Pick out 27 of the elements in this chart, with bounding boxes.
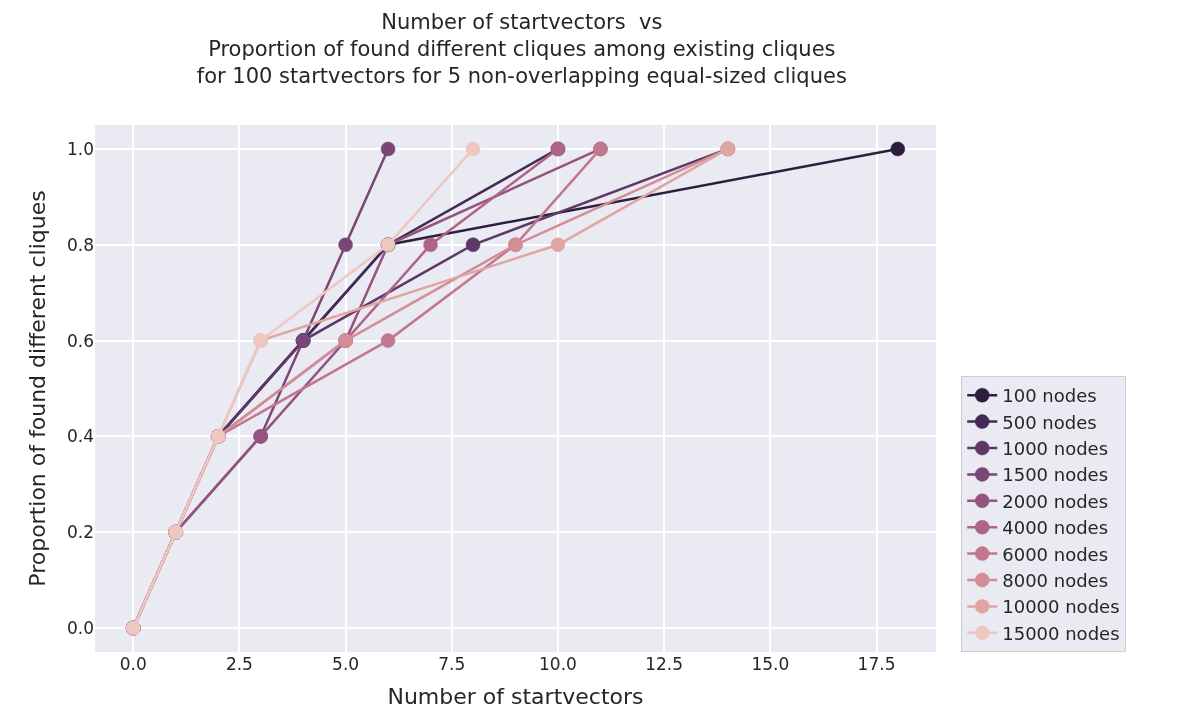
legend-label: 8000 nodes xyxy=(1002,570,1109,592)
x-tick-label: 10.0 xyxy=(539,654,577,674)
x-axis-title: Number of startvectors xyxy=(387,683,644,709)
x-tick-label: 2.5 xyxy=(225,654,253,674)
x-tick-label: 5.0 xyxy=(332,654,360,674)
legend-label: 1000 nodes xyxy=(1002,438,1109,460)
x-tick-label: 17.5 xyxy=(857,654,896,674)
legend-label: 100 nodes xyxy=(1002,385,1097,407)
y-tick-label: 1.0 xyxy=(66,138,94,159)
y-tick-label: 0.0 xyxy=(66,618,94,638)
legend-label: 500 nodes xyxy=(1002,411,1097,433)
y-tick-label: 0.8 xyxy=(66,234,94,255)
y-tick-label: 0.4 xyxy=(66,426,94,447)
legend-label: 1500 nodes xyxy=(1002,464,1109,486)
y-axis-title: Proportion of found different cliques xyxy=(24,190,50,587)
legend-label: 6000 nodes xyxy=(1002,543,1109,565)
x-tick-label: 12.5 xyxy=(645,654,684,674)
x-tick-label: 15.0 xyxy=(751,654,790,674)
y-tick-label: 0.6 xyxy=(66,330,94,351)
x-tick-label: 7.5 xyxy=(438,654,466,674)
legend-label: 15000 nodes xyxy=(1002,622,1120,644)
chart-title: Number of startvectors vs Proportion of found different cliques among existing cliques for 100 startvectors for 5 non-overlapping equal-sized cliques xyxy=(196,9,847,89)
legend-label: 10000 nodes xyxy=(1002,596,1120,618)
legend-label: 2000 nodes xyxy=(1002,490,1109,512)
x-tick-label: 0.0 xyxy=(119,654,147,674)
y-tick-label: 0.2 xyxy=(66,522,94,543)
legend-label: 4000 nodes xyxy=(1002,517,1109,539)
